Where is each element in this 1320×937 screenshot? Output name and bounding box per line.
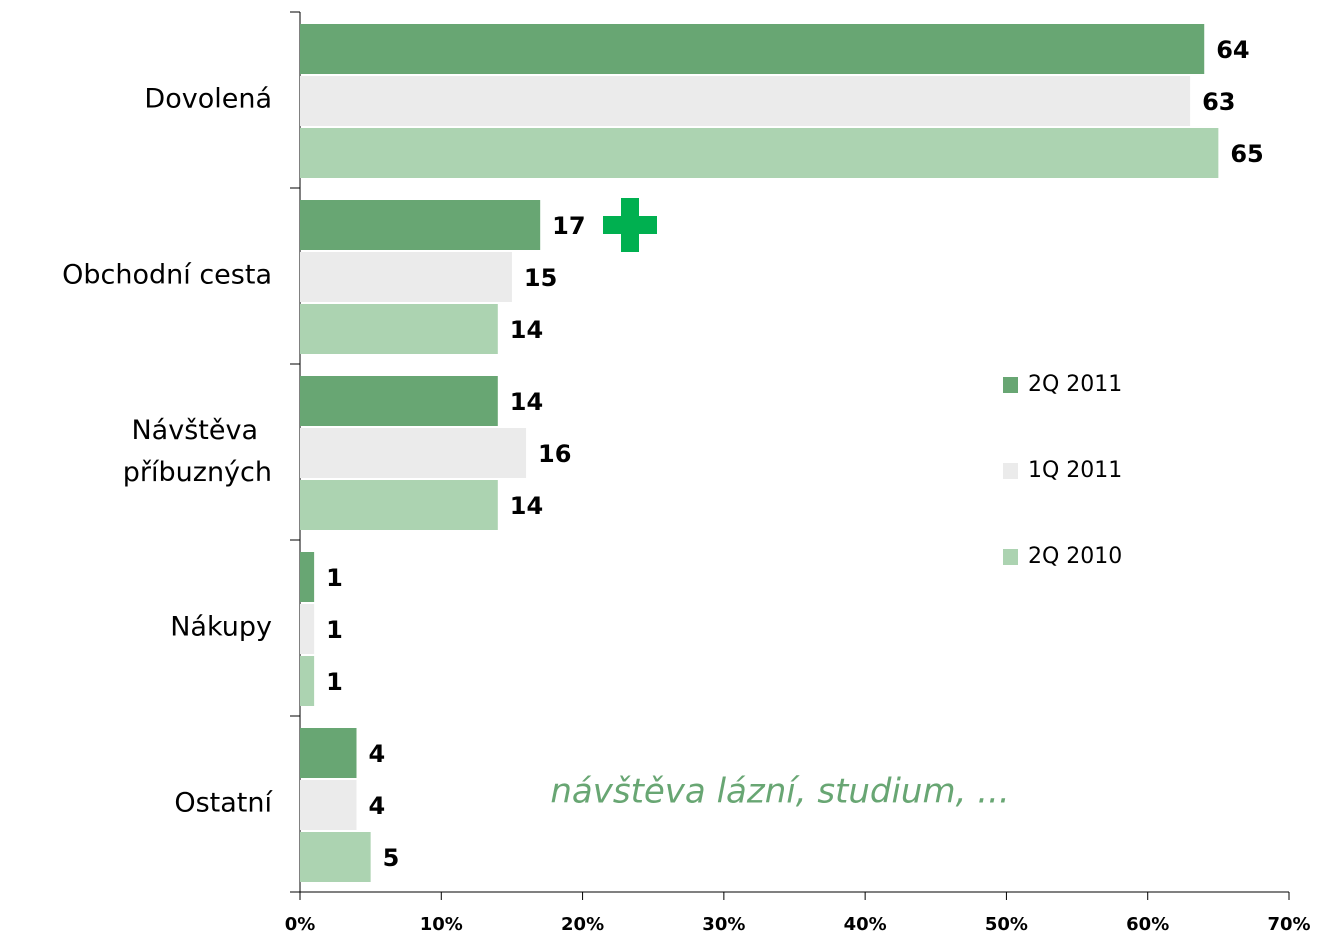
data-label: 17 xyxy=(552,212,585,240)
plus-icon xyxy=(603,198,657,252)
category-label: Návštěva příbuzných xyxy=(123,415,272,488)
category-label: Nákupy xyxy=(170,612,272,643)
legend-label: 1Q 2011 xyxy=(1028,458,1122,483)
bar xyxy=(300,728,357,778)
x-tick-label: 10% xyxy=(420,914,463,935)
bar xyxy=(300,76,1191,126)
bar xyxy=(300,376,498,426)
data-label: 64 xyxy=(1216,36,1249,64)
x-tick-label: 50% xyxy=(985,914,1028,935)
data-label: 1 xyxy=(326,668,343,696)
data-label: 63 xyxy=(1202,88,1235,116)
bar xyxy=(300,200,541,250)
legend-swatch xyxy=(1003,377,1018,393)
bar xyxy=(300,24,1205,74)
x-tick-label: 20% xyxy=(561,914,604,935)
data-label: 4 xyxy=(369,792,386,820)
legend-label: 2Q 2011 xyxy=(1028,372,1122,397)
bar xyxy=(300,480,498,530)
x-tick-label: 30% xyxy=(702,914,745,935)
bar xyxy=(300,304,498,354)
bar xyxy=(300,832,371,882)
bar xyxy=(300,604,315,654)
bar xyxy=(300,428,527,478)
data-label: 65 xyxy=(1230,140,1263,168)
category-label: Ostatní xyxy=(174,788,273,819)
x-tick-label: 60% xyxy=(1126,914,1169,935)
data-label: 5 xyxy=(383,844,400,872)
bar xyxy=(300,128,1219,178)
bar xyxy=(300,252,512,302)
legend-swatch xyxy=(1003,463,1018,479)
bar xyxy=(300,780,357,830)
bar xyxy=(300,552,315,602)
data-label: 14 xyxy=(510,492,543,520)
legend-swatch xyxy=(1003,549,1018,565)
bar xyxy=(300,656,315,706)
data-label: 15 xyxy=(524,264,557,292)
data-label: 14 xyxy=(510,316,543,344)
data-label: 4 xyxy=(369,740,386,768)
category-label: Obchodní cesta xyxy=(62,260,272,291)
x-tick-label: 40% xyxy=(844,914,887,935)
x-tick-label: 70% xyxy=(1267,914,1310,935)
annotation: návštěva lázní, studium, ... xyxy=(550,772,1009,812)
legend-label: 2Q 2010 xyxy=(1028,544,1122,569)
data-label: 14 xyxy=(510,388,543,416)
data-label: 16 xyxy=(538,440,571,468)
category-label: Dovolená xyxy=(144,84,272,115)
data-label: 1 xyxy=(326,564,343,592)
data-label: 1 xyxy=(326,616,343,644)
x-tick-label: 0% xyxy=(285,914,316,935)
